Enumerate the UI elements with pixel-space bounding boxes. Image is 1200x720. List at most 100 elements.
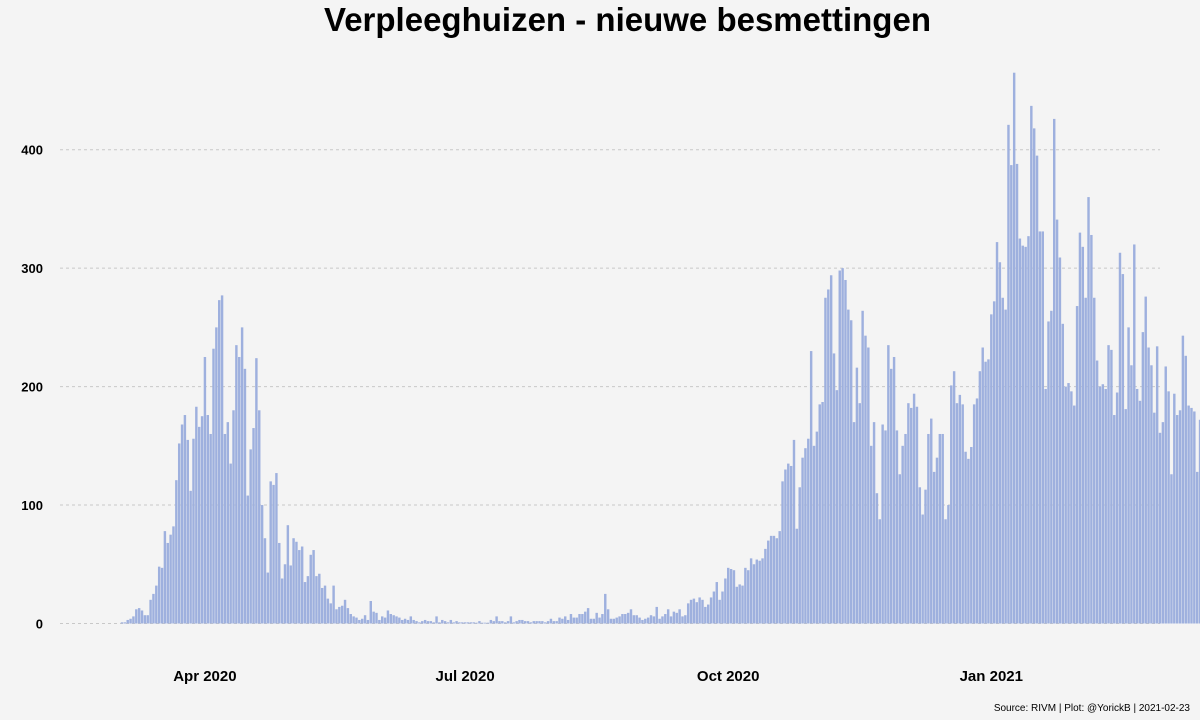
bar [177, 443, 181, 624]
bar [698, 597, 701, 624]
bar [712, 591, 716, 624]
bar [924, 489, 927, 624]
bar [686, 603, 690, 624]
x-axis-ticks: Apr 2020 Jul 2020 Oct 2020 Jan 2021 [173, 668, 1023, 685]
bar [426, 621, 430, 624]
bar [157, 566, 161, 624]
bar [446, 622, 450, 624]
bar [646, 617, 650, 624]
bar [1130, 365, 1133, 624]
bar [681, 616, 684, 624]
bar [1004, 309, 1007, 624]
bar [406, 619, 410, 624]
bar [1012, 72, 1016, 624]
bar [1021, 245, 1024, 624]
bar [952, 371, 956, 624]
bar [398, 617, 401, 624]
chart-title: Verpleeghuizen - nieuwe besmettingen [324, 1, 931, 38]
bar [263, 538, 267, 624]
bar [280, 578, 284, 624]
bar [561, 618, 564, 624]
bar [1193, 411, 1196, 624]
bar [855, 367, 859, 624]
bar [1150, 365, 1153, 624]
bar [824, 297, 827, 624]
bar [992, 301, 996, 624]
bar [741, 585, 744, 624]
bar [535, 621, 538, 624]
bar [735, 586, 739, 624]
bar [644, 618, 647, 624]
bar [847, 309, 850, 624]
bar [958, 394, 962, 624]
bar [1047, 321, 1050, 624]
bar [266, 572, 270, 624]
bar [1087, 197, 1090, 624]
bar [443, 621, 447, 624]
bar [1124, 409, 1127, 624]
bar [1018, 238, 1022, 624]
bar [1093, 297, 1096, 624]
bar [238, 356, 241, 624]
bar [967, 458, 970, 624]
y-tick-label: 400 [21, 143, 43, 158]
bar [604, 593, 607, 624]
bar [441, 619, 444, 624]
bar [1107, 345, 1110, 624]
bar [601, 614, 604, 624]
bar [526, 621, 530, 624]
bar [481, 622, 484, 624]
bar [978, 371, 982, 624]
bar [360, 618, 364, 624]
bar [415, 621, 418, 624]
bar [666, 609, 670, 624]
y-tick-label: 200 [21, 380, 43, 395]
bar [1073, 405, 1076, 624]
bar [995, 242, 999, 624]
bar [203, 356, 207, 624]
bar [638, 617, 641, 624]
bar [724, 578, 727, 624]
bar [787, 463, 790, 624]
bar [964, 451, 967, 624]
bar [466, 622, 470, 624]
bar [807, 438, 810, 624]
bar [521, 619, 524, 624]
bar [458, 622, 461, 624]
bar [747, 570, 750, 624]
bar [624, 614, 627, 624]
bar [895, 430, 899, 624]
bar [172, 526, 175, 624]
bar [761, 558, 764, 624]
bar [609, 618, 613, 624]
bar [675, 612, 678, 624]
bar [981, 347, 984, 624]
bar [166, 542, 169, 624]
bar [223, 433, 227, 624]
bar [255, 358, 258, 624]
bar [749, 558, 753, 624]
bar [295, 541, 298, 624]
bar [421, 621, 424, 624]
bar [930, 418, 933, 624]
bar [907, 403, 910, 624]
bar [649, 615, 653, 624]
bar [884, 430, 887, 624]
bar [435, 616, 438, 624]
bar [369, 600, 372, 624]
bar [403, 618, 407, 624]
bar [684, 615, 687, 624]
bar [278, 542, 281, 624]
bar [286, 525, 290, 624]
bar [972, 404, 976, 624]
bar [1050, 310, 1053, 624]
bar [235, 345, 238, 624]
bar [727, 567, 730, 624]
bar [226, 422, 230, 624]
bar [401, 619, 404, 624]
bar [212, 348, 215, 624]
bar [618, 616, 621, 624]
bar [275, 473, 278, 624]
bar [798, 487, 801, 624]
bar [523, 621, 527, 624]
